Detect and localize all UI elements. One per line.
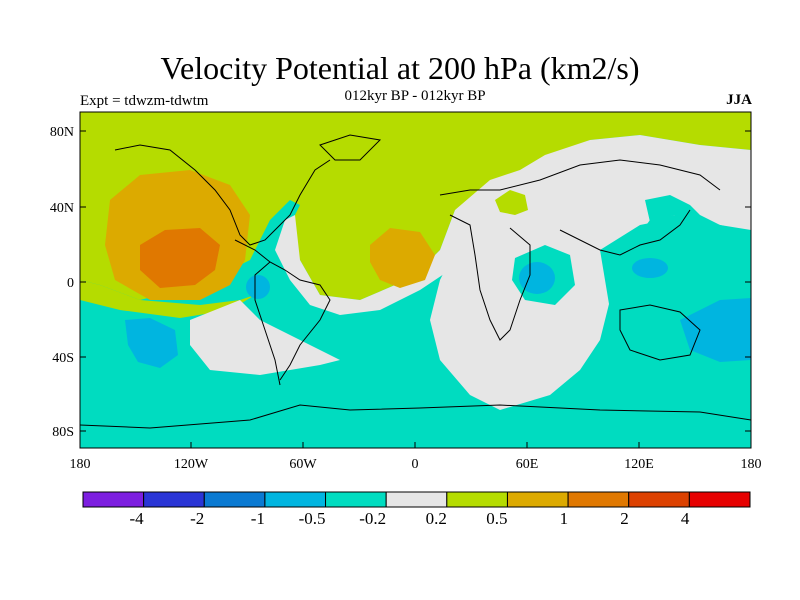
colorbar-label: 0.2 — [426, 509, 447, 528]
colorbar-swatch — [628, 491, 690, 508]
colorbar-swatch — [264, 491, 327, 508]
lon-tick-label: 0 — [412, 457, 419, 472]
lat-tick-label: 80S — [52, 425, 74, 440]
colorbar-label: 0.5 — [486, 509, 507, 528]
colorbar-swatch — [567, 491, 630, 508]
lon-tick-label: 60E — [516, 457, 539, 472]
colorbar: -4 -2 -1 -0.5 -0.2 0.2 0.5 1 2 4 — [82, 491, 751, 528]
colorbar-swatch — [688, 491, 751, 508]
lon-tick-label: 120W — [174, 457, 209, 472]
colorbar-swatch — [203, 491, 266, 508]
colorbar-label: -2 — [190, 509, 204, 528]
experiment-label: Expt = tdwzm-tdwtm — [80, 93, 209, 109]
colorbar-label: 1 — [560, 509, 569, 528]
colorbar-label: -0.5 — [299, 509, 326, 528]
lat-tick-marks — [80, 130, 751, 432]
colorbar-label: 4 — [681, 509, 690, 528]
season-label: JJA — [726, 92, 752, 108]
coastlines — [80, 134, 751, 429]
colorbar-swatch — [325, 491, 387, 508]
colorbar-swatch — [143, 491, 205, 508]
colorbar-label: -0.2 — [359, 509, 386, 528]
lon-tick-label: 60W — [289, 457, 317, 472]
lat-tick-label: 40S — [52, 351, 74, 366]
lat-tick-label: 40N — [50, 201, 74, 216]
contour-fill — [80, 112, 751, 448]
lon-tick-marks — [190, 442, 640, 448]
colorbar-swatch — [446, 491, 508, 508]
colorbar-swatch — [506, 491, 569, 508]
lon-tick-label: 180 — [741, 457, 762, 472]
colorbar-label: -4 — [129, 509, 144, 528]
colorbar-label: 2 — [620, 509, 629, 528]
lon-tick-label: 180 — [70, 457, 91, 472]
lat-tick-label: 80N — [50, 125, 74, 140]
map-subtitle: 012kyr BP - 012kyr BP — [344, 88, 486, 104]
lon-tick-label: 120E — [624, 457, 654, 472]
map-title: Velocity Potential at 200 hPa (km2/s) — [160, 50, 640, 86]
colorbar-swatch — [82, 491, 145, 508]
colorbar-swatch — [385, 491, 448, 508]
lat-tick-label: 0 — [67, 276, 74, 291]
colorbar-label: -1 — [251, 509, 265, 528]
